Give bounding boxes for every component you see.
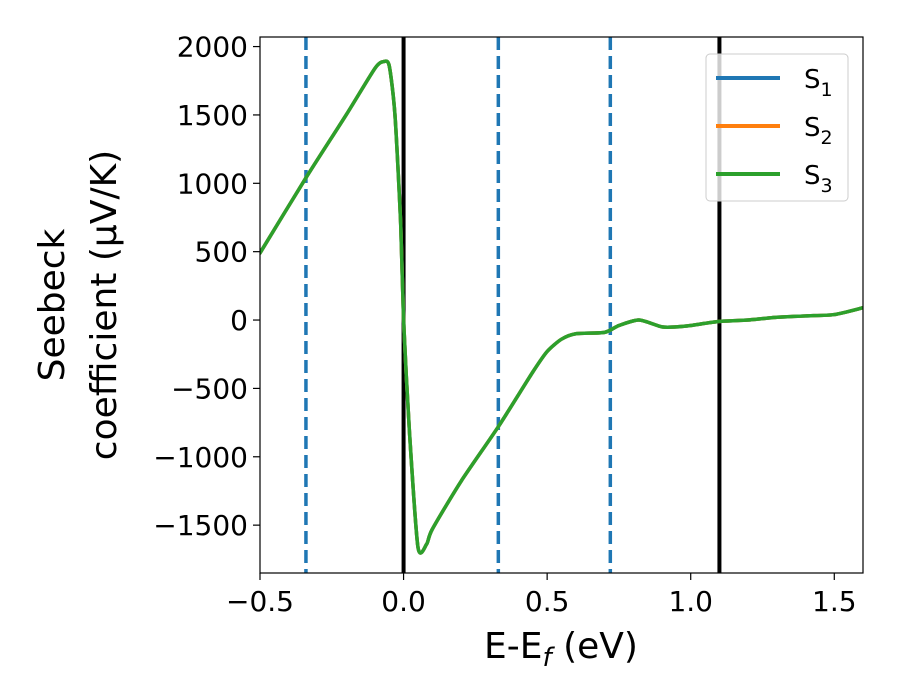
legend: S1 S2 S3 [705,53,849,202]
y-tick-label: −500 [171,372,248,405]
x-axis-ticks: −0.5 0.0 0.5 1.0 1.5 [226,573,857,618]
y-tick-label: 0 [230,304,248,337]
x-tick-label: 0.0 [381,585,426,618]
y-axis-ticks: −1500 −1000 −500 0 500 1000 1500 2000 [153,31,260,542]
x-tick-label: 1.5 [812,585,857,618]
y-tick-label: −1500 [153,509,248,542]
y-tick-label: 1000 [177,167,248,200]
series-line-3 [260,59,863,555]
x-axis-title-main: E-E [484,626,542,667]
y-axis-title: Seebeck coefficient (μV/K) [32,150,125,460]
x-axis-title-suffix: (eV) [552,626,638,667]
reference-lines [304,37,722,573]
y-tick-label: 500 [195,236,248,269]
y-tick-label: 1500 [177,99,248,132]
legend-label-1: S1 [804,65,833,101]
x-axis-title: E-Ef (eV) [484,626,638,673]
x-tick-label: 1.0 [668,585,713,618]
plot-frame [259,36,864,574]
legend-label-3: S3 [804,161,833,197]
x-tick-label: 0.5 [525,585,570,618]
x-tick-label: −0.5 [226,585,294,618]
data-series [260,59,863,555]
y-tick-label: −1000 [153,441,248,474]
y-axis-title-line2: coefficient (μV/K) [84,150,125,460]
y-axis-title-line1: Seebeck [32,228,73,381]
legend-label-2: S2 [804,113,833,149]
y-tick-label: 2000 [177,31,248,64]
